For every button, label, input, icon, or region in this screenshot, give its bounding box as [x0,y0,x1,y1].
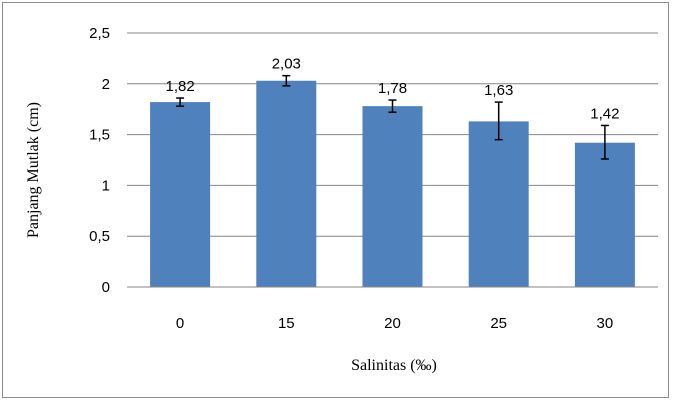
y-tick-label: 2 [102,76,110,93]
x-tick-label: 0 [176,315,184,332]
data-label: 1,78 [378,80,407,97]
chart-frame [2,2,669,398]
x-tick-label: 30 [597,315,614,332]
data-label: 1,82 [165,78,194,95]
bar [150,102,211,287]
data-label: 2,03 [272,56,301,73]
bar [256,80,317,287]
y-tick-label: 1,5 [89,127,110,144]
y-tick-label: 1 [102,177,110,194]
y-tick-label: 0 [102,279,110,296]
y-tick-label: 0,5 [89,228,110,245]
error-bars [176,74,609,160]
y-axis-title: Panjang Mutlak (cm) [25,102,42,238]
x-axis-title: Salinitas (‰) [351,357,437,374]
x-tick-label: 15 [278,315,295,332]
x-tick-label: 20 [384,315,401,332]
bar [362,106,423,287]
x-tick-label: 25 [490,315,507,332]
data-label: 1,42 [590,105,619,122]
bars [150,80,635,287]
bar [574,142,635,287]
data-labels: 1,82 2,03 1,78 1,63 1,42 [165,56,619,123]
x-axis-ticks: 0 15 20 25 30 [176,315,613,332]
bar [468,121,529,287]
y-axis-ticks: 0 0,5 1 1,5 2 2,5 [89,25,110,296]
data-label: 1,63 [484,82,513,99]
y-tick-label: 2,5 [89,25,110,42]
